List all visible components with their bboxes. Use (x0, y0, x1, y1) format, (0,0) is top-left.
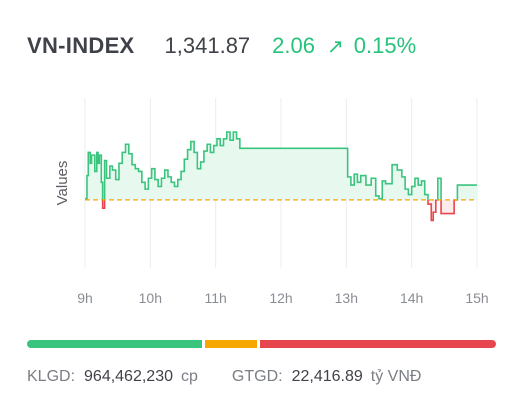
arrow-up-right-icon: ↗ (327, 36, 344, 58)
index-change-percent: 0.15% (353, 33, 417, 58)
x-tick-label: 13h (335, 290, 358, 306)
area-above-reference (85, 132, 477, 200)
volume-label: KLGD: (27, 368, 76, 385)
market-breadth-bar (27, 340, 496, 348)
x-tick-label: 15h (465, 290, 488, 306)
intraday-chart: Values 9h 10h 11h 12h 13h 14h 15h (54, 98, 489, 306)
x-tick-label: 11h (205, 290, 227, 306)
index-header: VN-INDEX 1,341.87 2.06 ↗ 0.15% (27, 33, 416, 65)
volume-unit: cp (181, 368, 198, 385)
index-name: VN-INDEX (27, 33, 135, 58)
x-tick-label: 10h (139, 290, 162, 306)
x-tick-label: 12h (269, 290, 292, 306)
breadth-segment-declining (259, 340, 496, 348)
trading-summary: KLGD: 964,462,230 cp GTGD: 22,416.89 tỷ … (27, 368, 421, 386)
y-axis-label: Values (54, 161, 71, 206)
turnover-label: GTGD: (231, 368, 283, 385)
index-change: 2.06 (272, 33, 315, 58)
volume-value: 964,462,230 (84, 368, 173, 385)
turnover-value: 22,416.89 (291, 368, 363, 385)
turnover-unit: tỷ VNĐ (370, 368, 422, 385)
breadth-segment-unchanged (204, 340, 257, 348)
index-line-up (85, 131, 477, 200)
breadth-segment-advancing (27, 340, 202, 348)
x-tick-label: 14h (400, 290, 423, 306)
x-tick-label: 9h (77, 290, 93, 306)
index-value: 1,341.87 (164, 33, 251, 58)
